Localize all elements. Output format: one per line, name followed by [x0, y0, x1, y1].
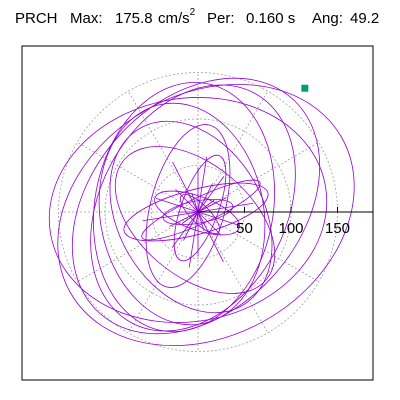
grid-spoke-330 [197, 211, 320, 283]
period-label: Per: [207, 10, 235, 27]
grid-spoke-150 [76, 141, 199, 213]
grid-spoke-30 [197, 141, 320, 213]
grid-spoke-120 [127, 90, 199, 213]
orbit-trace-5 [93, 81, 275, 333]
max-marker-group [301, 84, 309, 92]
orbit-trace-6 [98, 102, 266, 326]
orbit-trace-12 [173, 154, 227, 262]
period-value: 0.160 s [246, 10, 296, 27]
orbit-trace-13 [154, 190, 240, 236]
tick-label-100: 100 [278, 220, 303, 237]
max-unit-exponent: 2 [189, 7, 196, 18]
tick-label-50: 50 [236, 220, 253, 237]
orbit-trace-7 [109, 120, 273, 314]
grid-spoke-210 [76, 211, 199, 283]
max-unit: cm/s2 [158, 7, 196, 28]
orbit-trace-9 [145, 124, 231, 288]
chart-header: PRCH Max: 175.8 cm/s2 Per: 0.160 s Ang: … [0, 7, 400, 34]
angle-label: Ang: [312, 10, 343, 27]
max-unit-text: cm/s [158, 10, 190, 27]
station-label: PRCH [15, 10, 58, 27]
max-marker [301, 84, 309, 92]
orbit-traces [48, 77, 355, 347]
angle-value: 49.2 [350, 10, 380, 27]
grid-spoke-300 [197, 211, 269, 334]
tick-label-150: 150 [325, 220, 350, 237]
orbit-trace-8 [114, 146, 276, 294]
orbit-trace-10 [123, 182, 269, 242]
max-label: Max: [70, 10, 103, 27]
max-value: 175.8 [115, 10, 153, 27]
tick-labels: 50 100 150 [236, 207, 350, 237]
grid-spoke-60 [197, 90, 269, 213]
polar-axis [197, 210, 373, 213]
orbit-trace-1 [57, 83, 355, 347]
orbit-trace-14 [162, 199, 234, 225]
plot-frame [21, 45, 374, 381]
grid-spoke-240 [127, 211, 199, 334]
orbit-trace-2 [71, 77, 321, 335]
orbit-trace-3 [48, 97, 328, 323]
